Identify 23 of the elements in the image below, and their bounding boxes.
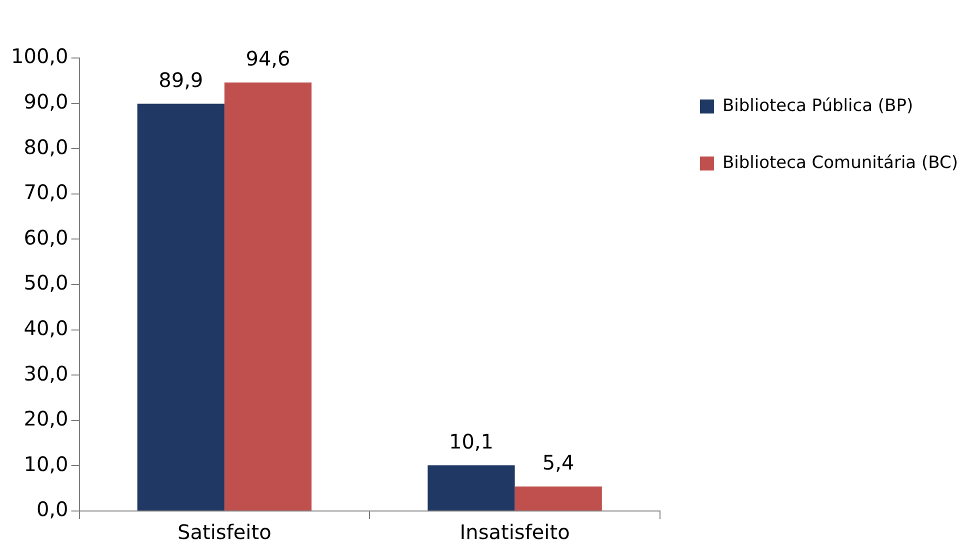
x-tick-label: Insatisfeito: [460, 520, 570, 544]
y-tick-label: 80,0: [24, 134, 68, 159]
bar: [428, 465, 515, 510]
data-label: 89,9: [158, 68, 204, 92]
bar: [514, 486, 602, 510]
x-tick-label: Satisfeito: [178, 520, 272, 544]
y-tick-label: 70,0: [24, 180, 68, 204]
y-tick-label: 40,0: [24, 316, 68, 340]
bar: [137, 104, 224, 510]
y-tick-label: 90,0: [24, 90, 68, 114]
y-tick-label: 50,0: [24, 270, 68, 295]
legend-label: Biblioteca Comunitária (BC): [722, 152, 958, 173]
legend-label: Biblioteca Pública (BP): [722, 96, 914, 116]
y-tick-label: 10,0: [24, 452, 68, 476]
y-tick-label: 60,0: [24, 225, 68, 250]
y-tick-label: 30,0: [24, 361, 68, 386]
y-tick-label: 0,0: [36, 497, 68, 522]
bar: [224, 82, 312, 510]
data-label: 5,4: [542, 450, 574, 475]
data-label: 94,6: [246, 46, 290, 71]
data-label: 10,1: [448, 429, 494, 454]
y-tick-label: 20,0: [24, 406, 68, 431]
y-tick-label: 100,0: [10, 44, 68, 68]
